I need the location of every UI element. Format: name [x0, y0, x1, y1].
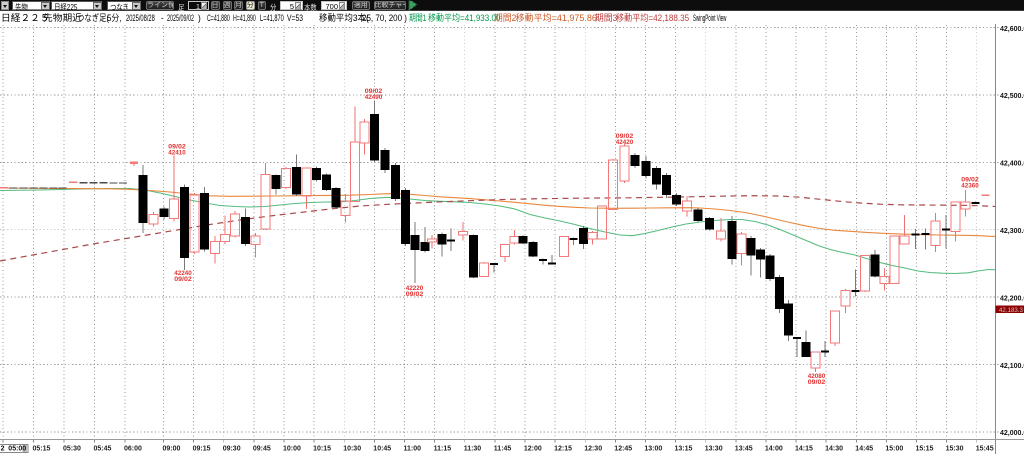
svg-text:42,400.0: 42,400.0: [1000, 161, 1024, 168]
svg-text:12:15: 12:15: [554, 446, 572, 453]
svg-text:14:30: 14:30: [825, 446, 843, 453]
svg-text:42420: 42420: [616, 139, 634, 146]
svg-text:14:15: 14:15: [795, 446, 813, 453]
svg-text:15:30: 15:30: [946, 446, 964, 453]
svg-text:42,300.0: 42,300.0: [1000, 228, 1024, 235]
svg-text:13:45: 13:45: [735, 446, 753, 453]
svg-text:15:45: 15:45: [976, 446, 994, 453]
svg-text:42360: 42360: [961, 183, 979, 190]
svg-text:15:15: 15:15: [916, 446, 934, 453]
svg-text:09/02: 09/02: [168, 144, 186, 151]
svg-text:12:30: 12:30: [584, 446, 602, 453]
svg-text:2: 2: [1, 446, 5, 453]
svg-text:42,100.0: 42,100.0: [1000, 363, 1024, 370]
svg-text:11:15: 11:15: [434, 446, 452, 453]
svg-text:09/02: 09/02: [406, 291, 424, 298]
svg-text:14:00: 14:00: [765, 446, 783, 453]
svg-text:42220: 42220: [406, 285, 424, 292]
svg-text:42080: 42080: [808, 373, 826, 380]
svg-text:09:00: 09:00: [163, 446, 181, 453]
svg-text:09:45: 09:45: [253, 446, 271, 453]
svg-text:09/02: 09/02: [808, 379, 826, 386]
svg-text:05:30: 05:30: [63, 446, 81, 453]
svg-text:10:00: 10:00: [283, 446, 301, 453]
svg-text:06:00: 06:00: [124, 446, 142, 453]
svg-text:09/02: 09/02: [616, 133, 634, 140]
svg-text:05:15: 05:15: [33, 446, 51, 453]
svg-text:05:45: 05:45: [94, 446, 112, 453]
svg-text:42,000.0: 42,000.0: [1000, 430, 1024, 437]
svg-text:13:30: 13:30: [705, 446, 723, 453]
svg-text:13:15: 13:15: [675, 446, 693, 453]
svg-text:09/02: 09/02: [365, 88, 383, 95]
svg-text:09/02: 09/02: [174, 276, 192, 283]
svg-text:12:45: 12:45: [614, 446, 632, 453]
svg-text:42,183.3: 42,183.3: [999, 307, 1023, 314]
svg-text:10:15: 10:15: [313, 446, 331, 453]
svg-text:11:30: 11:30: [464, 446, 482, 453]
svg-text:09:30: 09:30: [223, 446, 241, 453]
svg-text:11:00: 11:00: [404, 446, 422, 453]
svg-text:10:30: 10:30: [343, 446, 361, 453]
svg-text:42490: 42490: [365, 94, 383, 101]
svg-text:42410: 42410: [168, 150, 186, 157]
svg-text:12:00: 12:00: [524, 446, 542, 453]
svg-text:15:00: 15:00: [885, 446, 903, 453]
svg-text:42240: 42240: [174, 270, 192, 277]
svg-text:14:45: 14:45: [855, 446, 873, 453]
svg-text:42,600.0: 42,600.0: [1000, 26, 1024, 33]
svg-text:05:00: 05:00: [8, 446, 26, 453]
svg-text:10:45: 10:45: [373, 446, 391, 453]
svg-text:42,500.0: 42,500.0: [1000, 93, 1024, 100]
svg-text:42,200.0: 42,200.0: [1000, 295, 1024, 302]
svg-text:09/02: 09/02: [961, 177, 979, 184]
svg-text:11:45: 11:45: [494, 446, 512, 453]
svg-text:13:00: 13:00: [644, 446, 662, 453]
svg-text:09:15: 09:15: [193, 446, 211, 453]
